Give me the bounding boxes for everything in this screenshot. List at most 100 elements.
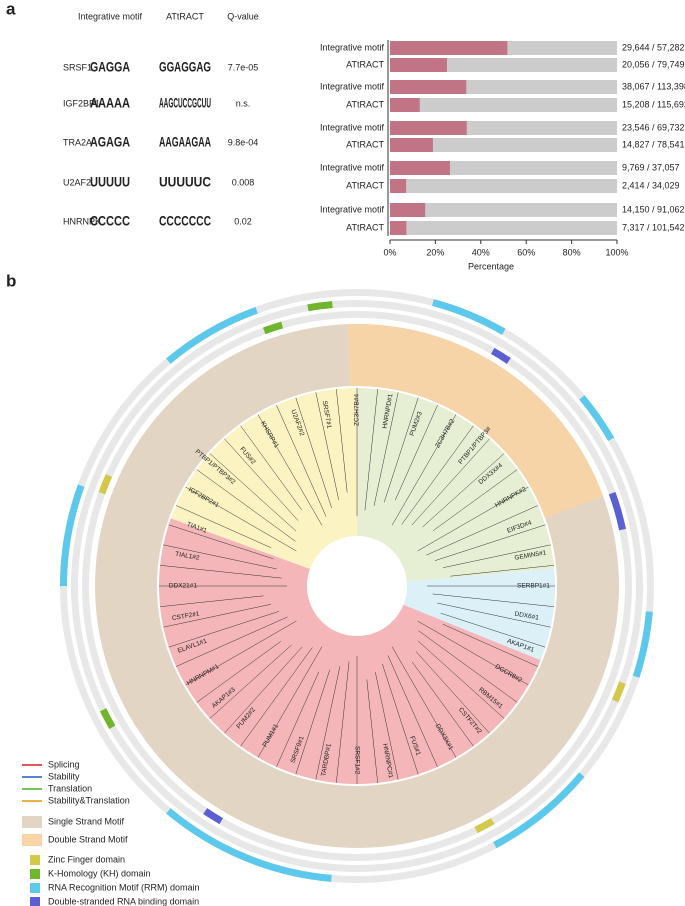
tree-branch (401, 425, 474, 525)
tree-branch (196, 641, 282, 703)
domain-block (632, 611, 653, 678)
legend-label: Single Strand Motif (48, 816, 125, 826)
count-label: 14,827 / 78,541 (622, 139, 685, 149)
motif-logo: CCCCCCC (159, 213, 211, 229)
protein-name: IGF2BP1 (63, 98, 100, 108)
tree-branch (315, 392, 339, 500)
tree-branch (364, 389, 378, 511)
tree-branch (315, 666, 341, 780)
tree-branch (185, 486, 297, 552)
tree-branch (373, 392, 399, 506)
motif-logo: AAAAA (90, 95, 130, 111)
leaf-label: CSTF2#1 (171, 610, 200, 622)
bar (390, 80, 467, 94)
tree-branch (434, 524, 546, 561)
domain-block (203, 808, 223, 825)
bar (390, 121, 467, 135)
q-value: 0.02 (234, 216, 252, 226)
legend-label: Double-stranded RNA binding domain (48, 896, 199, 906)
count-label: 7,317 / 101,542 (622, 222, 685, 232)
tree-branch (160, 565, 282, 579)
motif-logo: AGAGA (90, 134, 130, 150)
tree-branch (196, 469, 296, 542)
domain-block (491, 347, 511, 364)
clade-sector (403, 568, 555, 661)
bar (390, 138, 433, 152)
tree-branch (426, 505, 538, 556)
leaf-label: TIAL1#2 (175, 551, 201, 562)
y-tick-label: Integrative motif (320, 162, 385, 172)
q-value: 7.7e-05 (228, 62, 259, 72)
bar-track (390, 138, 617, 152)
protein-name: U2AF2 (63, 177, 91, 187)
count-label: 2,414 / 34,029 (622, 180, 680, 190)
motif-logo: GAGGA (90, 59, 130, 75)
domain-block (262, 321, 284, 335)
tree-branch (336, 389, 348, 493)
domain-block (99, 708, 116, 729)
bar (390, 221, 407, 235)
tree-branch (417, 620, 529, 686)
protein-name: HNRNPK (63, 216, 101, 226)
motif-logo: AAGCUCCGCUU (159, 95, 211, 111)
clade-sector (357, 388, 555, 582)
legend-swatch (22, 816, 42, 828)
count-label: 23,546 / 69,732 (622, 122, 685, 132)
tree-branch (224, 646, 303, 734)
legend-label: Zinc Finger domain (48, 854, 125, 864)
tree-branch (276, 405, 327, 517)
tree-branch (443, 544, 551, 568)
count-label: 15,208 / 115,692 (622, 99, 685, 109)
y-tick-label: Integrative motif (320, 204, 385, 214)
count-label: 38,067 / 113,398 (622, 81, 685, 91)
y-tick-label: ATtRACT (346, 222, 384, 232)
leaf-label: SERBP1#1 (517, 583, 550, 590)
tree-branch (176, 616, 288, 667)
tree-branch (168, 611, 280, 648)
tree-branch (432, 593, 554, 607)
tree-branch (411, 438, 490, 526)
tree-branch (276, 671, 319, 767)
leaf-label: ZC3H7B#4 (354, 393, 361, 426)
tree-branch (432, 469, 518, 531)
tree-branch (176, 505, 272, 548)
column-header: Q-value (227, 11, 259, 21)
tree-branch (240, 425, 302, 511)
legend-label: Double Strand Motif (48, 834, 128, 844)
bar-track (390, 179, 617, 193)
legend-swatch (30, 855, 40, 865)
bar-track (390, 203, 617, 217)
protein-name: TRA2A (63, 137, 92, 147)
bar (390, 161, 450, 175)
tree-branch (415, 651, 490, 734)
domain-block (493, 772, 585, 849)
tree-branch (387, 655, 438, 767)
bar-track (390, 98, 617, 112)
tree-branch (375, 672, 399, 780)
q-value: 9.8e-04 (228, 137, 259, 147)
motif-logo: UUUUU (90, 174, 130, 190)
y-tick-label: ATtRACT (346, 180, 384, 190)
tree-branch (257, 414, 323, 526)
tree-branch (450, 565, 554, 577)
tree-branch (383, 397, 419, 503)
tree-branch (437, 602, 551, 628)
tree-branch (240, 647, 313, 747)
tree-branch (163, 604, 271, 628)
tree-branch (209, 453, 297, 532)
q-value: 0.008 (232, 177, 255, 187)
domain-block (98, 474, 113, 495)
domain-block (579, 395, 615, 441)
protein-name: SRSF1 (63, 62, 92, 72)
legend-label: Splicing (48, 759, 80, 769)
domain-block (432, 299, 506, 335)
x-tick-label: 0% (383, 247, 396, 257)
x-tick-label: 80% (563, 247, 581, 257)
x-tick-label: 20% (426, 247, 444, 257)
column-header: ATtRACT (166, 11, 204, 21)
leaf-label: DDX6#1 (514, 611, 540, 622)
legend-label: Stability (48, 771, 80, 781)
tree-branch (391, 414, 457, 526)
y-tick-label: ATtRACT (346, 139, 384, 149)
